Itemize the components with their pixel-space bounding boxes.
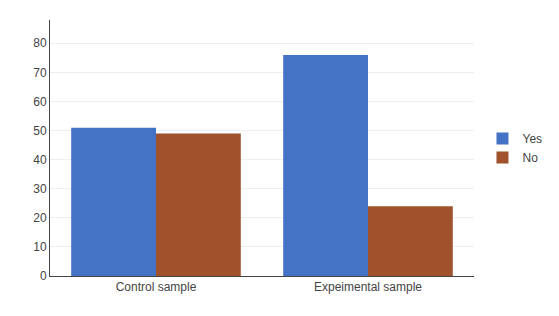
svg-text:Expeimental sample: Expeimental sample [314, 280, 422, 294]
svg-text:30: 30 [33, 182, 47, 196]
svg-text:Control sample: Control sample [116, 280, 197, 294]
svg-text:0: 0 [40, 269, 47, 283]
svg-text:60: 60 [33, 95, 47, 109]
svg-text:Yes: Yes [522, 132, 542, 146]
svg-text:70: 70 [33, 66, 47, 80]
svg-text:50: 50 [33, 124, 47, 138]
svg-text:No: No [522, 151, 538, 165]
svg-text:10: 10 [33, 240, 47, 254]
svg-text:80: 80 [33, 36, 47, 50]
svg-text:40: 40 [33, 153, 47, 167]
svg-text:20: 20 [33, 211, 47, 225]
